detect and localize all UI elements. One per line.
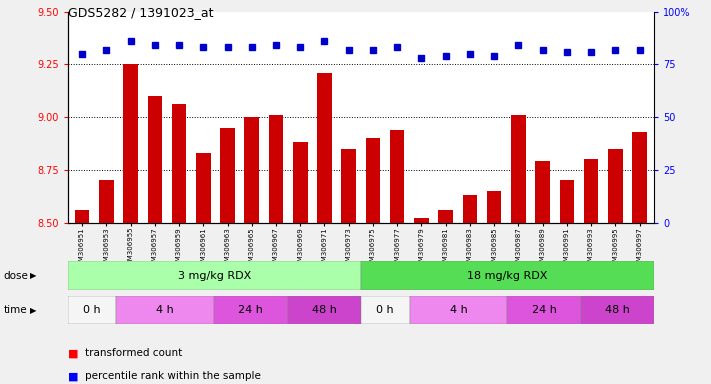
Text: 4 h: 4 h — [450, 305, 467, 315]
Text: 0 h: 0 h — [376, 305, 394, 315]
Bar — [581, 296, 654, 324]
Text: transformed count: transformed count — [85, 348, 183, 358]
Bar — [99, 180, 114, 223]
Text: 48 h: 48 h — [311, 305, 336, 315]
Bar — [560, 180, 574, 223]
Text: ▶: ▶ — [30, 306, 36, 314]
Text: ■: ■ — [68, 348, 78, 358]
Bar — [269, 115, 283, 223]
Bar — [608, 149, 623, 223]
Text: ■: ■ — [68, 371, 78, 381]
Bar — [439, 210, 453, 223]
Text: 24 h: 24 h — [532, 305, 557, 315]
Bar — [214, 296, 287, 324]
Bar — [463, 195, 477, 223]
Bar — [508, 296, 581, 324]
Text: percentile rank within the sample: percentile rank within the sample — [85, 371, 261, 381]
Text: GDS5282 / 1391023_at: GDS5282 / 1391023_at — [68, 6, 213, 19]
Bar — [293, 142, 307, 223]
Bar — [245, 117, 259, 223]
Bar — [361, 261, 654, 290]
Bar — [68, 261, 361, 290]
Bar — [172, 104, 186, 223]
Text: 0 h: 0 h — [83, 305, 101, 315]
Bar — [68, 296, 117, 324]
Bar — [361, 296, 410, 324]
Bar — [220, 128, 235, 223]
Bar — [410, 296, 508, 324]
Bar — [317, 73, 332, 223]
Bar — [535, 162, 550, 223]
Bar — [287, 296, 360, 324]
Text: 18 mg/kg RDX: 18 mg/kg RDX — [467, 270, 547, 281]
Bar — [511, 115, 525, 223]
Bar — [584, 159, 599, 223]
Bar — [390, 130, 405, 223]
Text: dose: dose — [4, 270, 28, 281]
Text: 4 h: 4 h — [156, 305, 174, 315]
Bar — [148, 96, 162, 223]
Text: 48 h: 48 h — [605, 305, 630, 315]
Bar — [123, 65, 138, 223]
Bar — [414, 218, 429, 223]
Bar — [632, 132, 647, 223]
Bar — [196, 153, 210, 223]
Text: 3 mg/kg RDX: 3 mg/kg RDX — [178, 270, 251, 281]
Bar — [341, 149, 356, 223]
Bar — [487, 191, 501, 223]
Bar — [365, 138, 380, 223]
Bar — [117, 296, 214, 324]
Text: 24 h: 24 h — [238, 305, 263, 315]
Bar — [75, 210, 90, 223]
Text: time: time — [4, 305, 27, 315]
Text: ▶: ▶ — [30, 271, 36, 280]
